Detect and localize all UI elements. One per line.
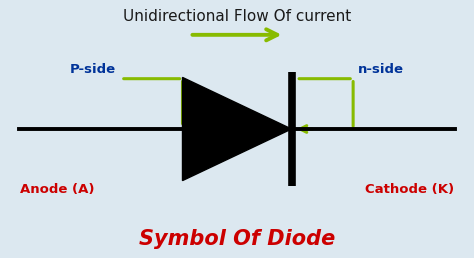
Text: Cathode (K): Cathode (K) xyxy=(365,183,455,196)
Text: Symbol Of Diode: Symbol Of Diode xyxy=(139,229,335,249)
Text: P-side: P-side xyxy=(70,63,116,76)
Text: Unidirectional Flow Of current: Unidirectional Flow Of current xyxy=(123,9,351,24)
Text: Anode (A): Anode (A) xyxy=(19,183,94,196)
Text: n-side: n-side xyxy=(358,63,404,76)
Polygon shape xyxy=(182,77,292,181)
